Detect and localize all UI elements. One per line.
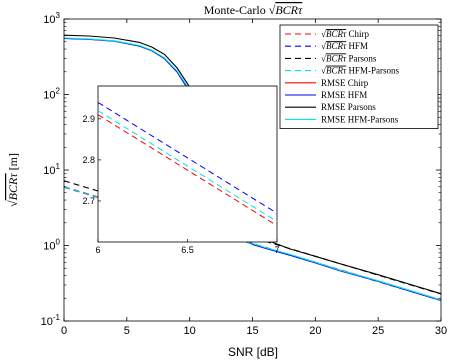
x-tick-label: 5 [124, 325, 130, 337]
x-tick-label: 0 [61, 325, 67, 337]
legend-label: √BCRτ HFM-Parsons [321, 66, 399, 76]
inset-x-tick-label: 7 [274, 245, 279, 255]
inset-series-line-3 [97, 101, 278, 214]
y-axis-label: √BCRτ [m] [6, 153, 20, 207]
legend-label: √BCRτ Parsons [321, 53, 377, 63]
legend: √BCRτ Chirp √BCRτ HFM √BCRτ Parsons √BCRτ H… [279, 24, 439, 129]
inset-series-line-2 [97, 110, 278, 222]
inset-y-tick-label: 2.7 [82, 196, 95, 206]
y-tick-label: 103 [43, 11, 60, 26]
legend-label: RMSE HFM-Parsons [321, 114, 399, 124]
x-tick-label: 15 [246, 325, 258, 337]
inset-y-tick-label: 2.9 [82, 114, 95, 124]
y-tick-label: 100 [43, 238, 60, 253]
x-tick-label: 30 [435, 325, 447, 337]
x-axis-label: SNR [dB] [228, 345, 278, 359]
legend-label: RMSE Parsons [321, 102, 376, 112]
y-tick-label: 10-1 [41, 313, 61, 328]
legend-label: √BCRτ HFM [321, 41, 368, 51]
x-tick-label: 10 [184, 325, 196, 337]
y-tick-label: 101 [43, 162, 60, 177]
axes: 0 5 10 15 20 25 30 10-1 100 101 102 103 [41, 11, 448, 337]
inset-x-tick-label: 6.5 [181, 245, 194, 255]
zoom-inset: 6 6.5 7 2.7 2.8 2.9 [82, 85, 280, 255]
x-tick-label: 20 [309, 325, 321, 337]
y-tick-label: 102 [43, 87, 60, 102]
inset-x-tick-label: 6 [95, 245, 100, 255]
inset-y-tick-label: 2.8 [82, 155, 95, 165]
legend-label: √BCRτ Chirp [321, 29, 369, 39]
legend-label: RMSE Chirp [321, 78, 369, 88]
legend-box [279, 24, 439, 129]
legend-label: RMSE HFM [321, 90, 367, 100]
x-tick-label: 25 [372, 325, 384, 337]
inset-frame [97, 85, 278, 243]
inset-series-line-1 [97, 114, 278, 227]
chart-title: Monte-Carlo √BCRτ [204, 3, 303, 17]
